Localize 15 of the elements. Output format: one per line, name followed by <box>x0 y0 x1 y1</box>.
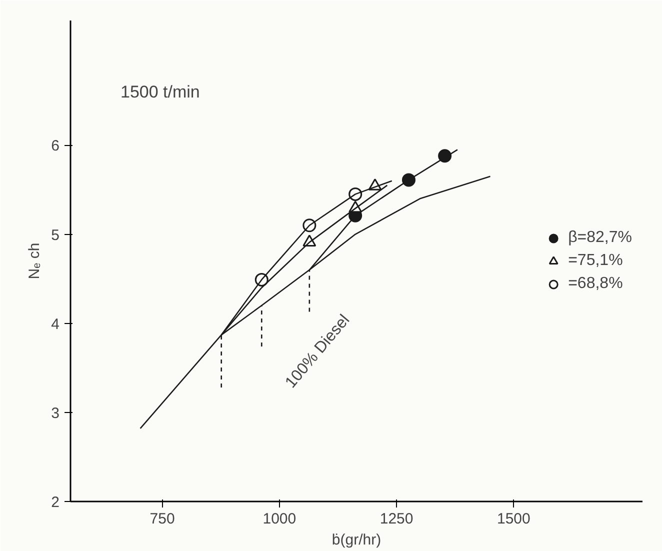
legend-label: =75,1% <box>568 252 623 270</box>
y-tick-label: 3 <box>51 404 60 422</box>
annotation: 1500 t/min <box>120 82 200 102</box>
y-tick-label: 4 <box>51 316 60 333</box>
y-axis-title: Nₑ ch <box>26 242 44 280</box>
legend-label: β=82,7% <box>568 228 632 246</box>
x-tick-label: 1250 <box>380 510 414 528</box>
x-axis-title: ḃ(gr/hr) <box>332 532 382 548</box>
x-tick-label: 1000 <box>262 510 296 528</box>
y-tick-label: 2 <box>51 494 60 511</box>
legend-label: =68,8% <box>568 274 623 292</box>
y-tick-label: 6 <box>51 138 60 155</box>
y-tick-label: 5 <box>51 226 60 244</box>
x-tick-label: 1500 <box>496 510 530 528</box>
x-tick-label: 750 <box>150 510 175 528</box>
